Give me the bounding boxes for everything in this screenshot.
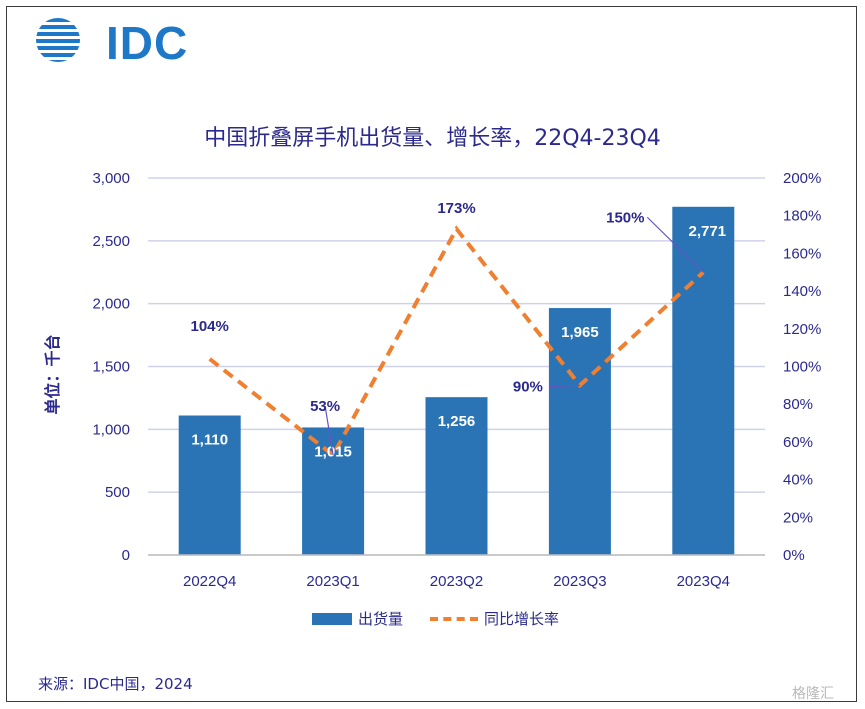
bar — [672, 206, 735, 556]
bar-value-label: 2,771 — [689, 223, 727, 240]
growth-value-label: 150% — [606, 209, 644, 226]
y-tick-label: 2,500 — [92, 233, 130, 250]
legend-line-swatch — [430, 616, 478, 621]
x-tick-label: 2023Q2 — [430, 573, 483, 590]
logo-text: IDC — [106, 17, 189, 69]
y2-tick-label: 100% — [783, 359, 821, 376]
y-tick-label: 1,500 — [92, 359, 130, 376]
legend-item-growth: 同比增长率 — [430, 608, 559, 629]
chart-legend: 出货量 同比增长率 — [0, 608, 865, 630]
y2-tick-label: 40% — [783, 472, 813, 489]
y2-tick-label: 180% — [783, 208, 821, 225]
growth-line — [208, 225, 705, 459]
idc-logo: IDC — [30, 14, 190, 69]
y2-tick-label: 160% — [783, 245, 821, 262]
bar — [302, 427, 365, 555]
leader-line — [324, 405, 334, 456]
source-note: 来源：IDC中国，2024 — [38, 675, 193, 693]
x-tick-label: 2023Q3 — [553, 573, 606, 590]
legend-item-shipments: 出货量 — [312, 608, 403, 629]
growth-value-label: 173% — [437, 200, 475, 217]
bar-value-label: 1,965 — [561, 324, 599, 341]
y-tick-label: 3,000 — [92, 170, 130, 187]
chart-title: 中国折叠屏手机出货量、增长率，22Q4-23Q4 — [204, 126, 661, 151]
y2-tick-label: 60% — [783, 434, 813, 451]
y-tick-label: 1,000 — [92, 421, 130, 438]
legend-bar-swatch — [312, 612, 352, 625]
legend-label-shipments: 出货量 — [358, 610, 404, 628]
bar-value-label: 1,256 — [438, 413, 476, 430]
watermark: 格隆汇 — [792, 686, 834, 702]
y-tick-label: 0 — [122, 547, 130, 564]
y2-tick-label: 200% — [783, 170, 821, 187]
y-tick-label: 500 — [105, 484, 130, 501]
y-tick-label: 2,000 — [92, 296, 130, 313]
bar — [425, 397, 488, 555]
y-axis-title: 单位：千台 — [43, 334, 62, 414]
growth-value-label: 53% — [310, 398, 340, 415]
leader-line — [549, 384, 580, 387]
y2-tick-label: 140% — [783, 283, 821, 300]
y2-tick-label: 20% — [783, 509, 813, 526]
bar-value-label: 1,110 — [191, 432, 228, 449]
growth-value-label: 90% — [513, 378, 543, 395]
y2-tick-label: 120% — [783, 321, 821, 338]
y2-tick-label: 0% — [783, 547, 805, 564]
growth-value-label: 104% — [191, 318, 229, 335]
bar — [548, 308, 611, 555]
bar — [178, 415, 241, 555]
legend-label-growth: 同比增长率 — [484, 610, 560, 628]
x-tick-label: 2023Q4 — [677, 573, 730, 590]
leader-line — [646, 216, 704, 273]
x-tick-label: 2022Q4 — [183, 573, 236, 590]
globe-icon — [36, 18, 80, 62]
y2-tick-label: 80% — [783, 396, 813, 413]
x-tick-label: 2023Q1 — [306, 573, 359, 590]
